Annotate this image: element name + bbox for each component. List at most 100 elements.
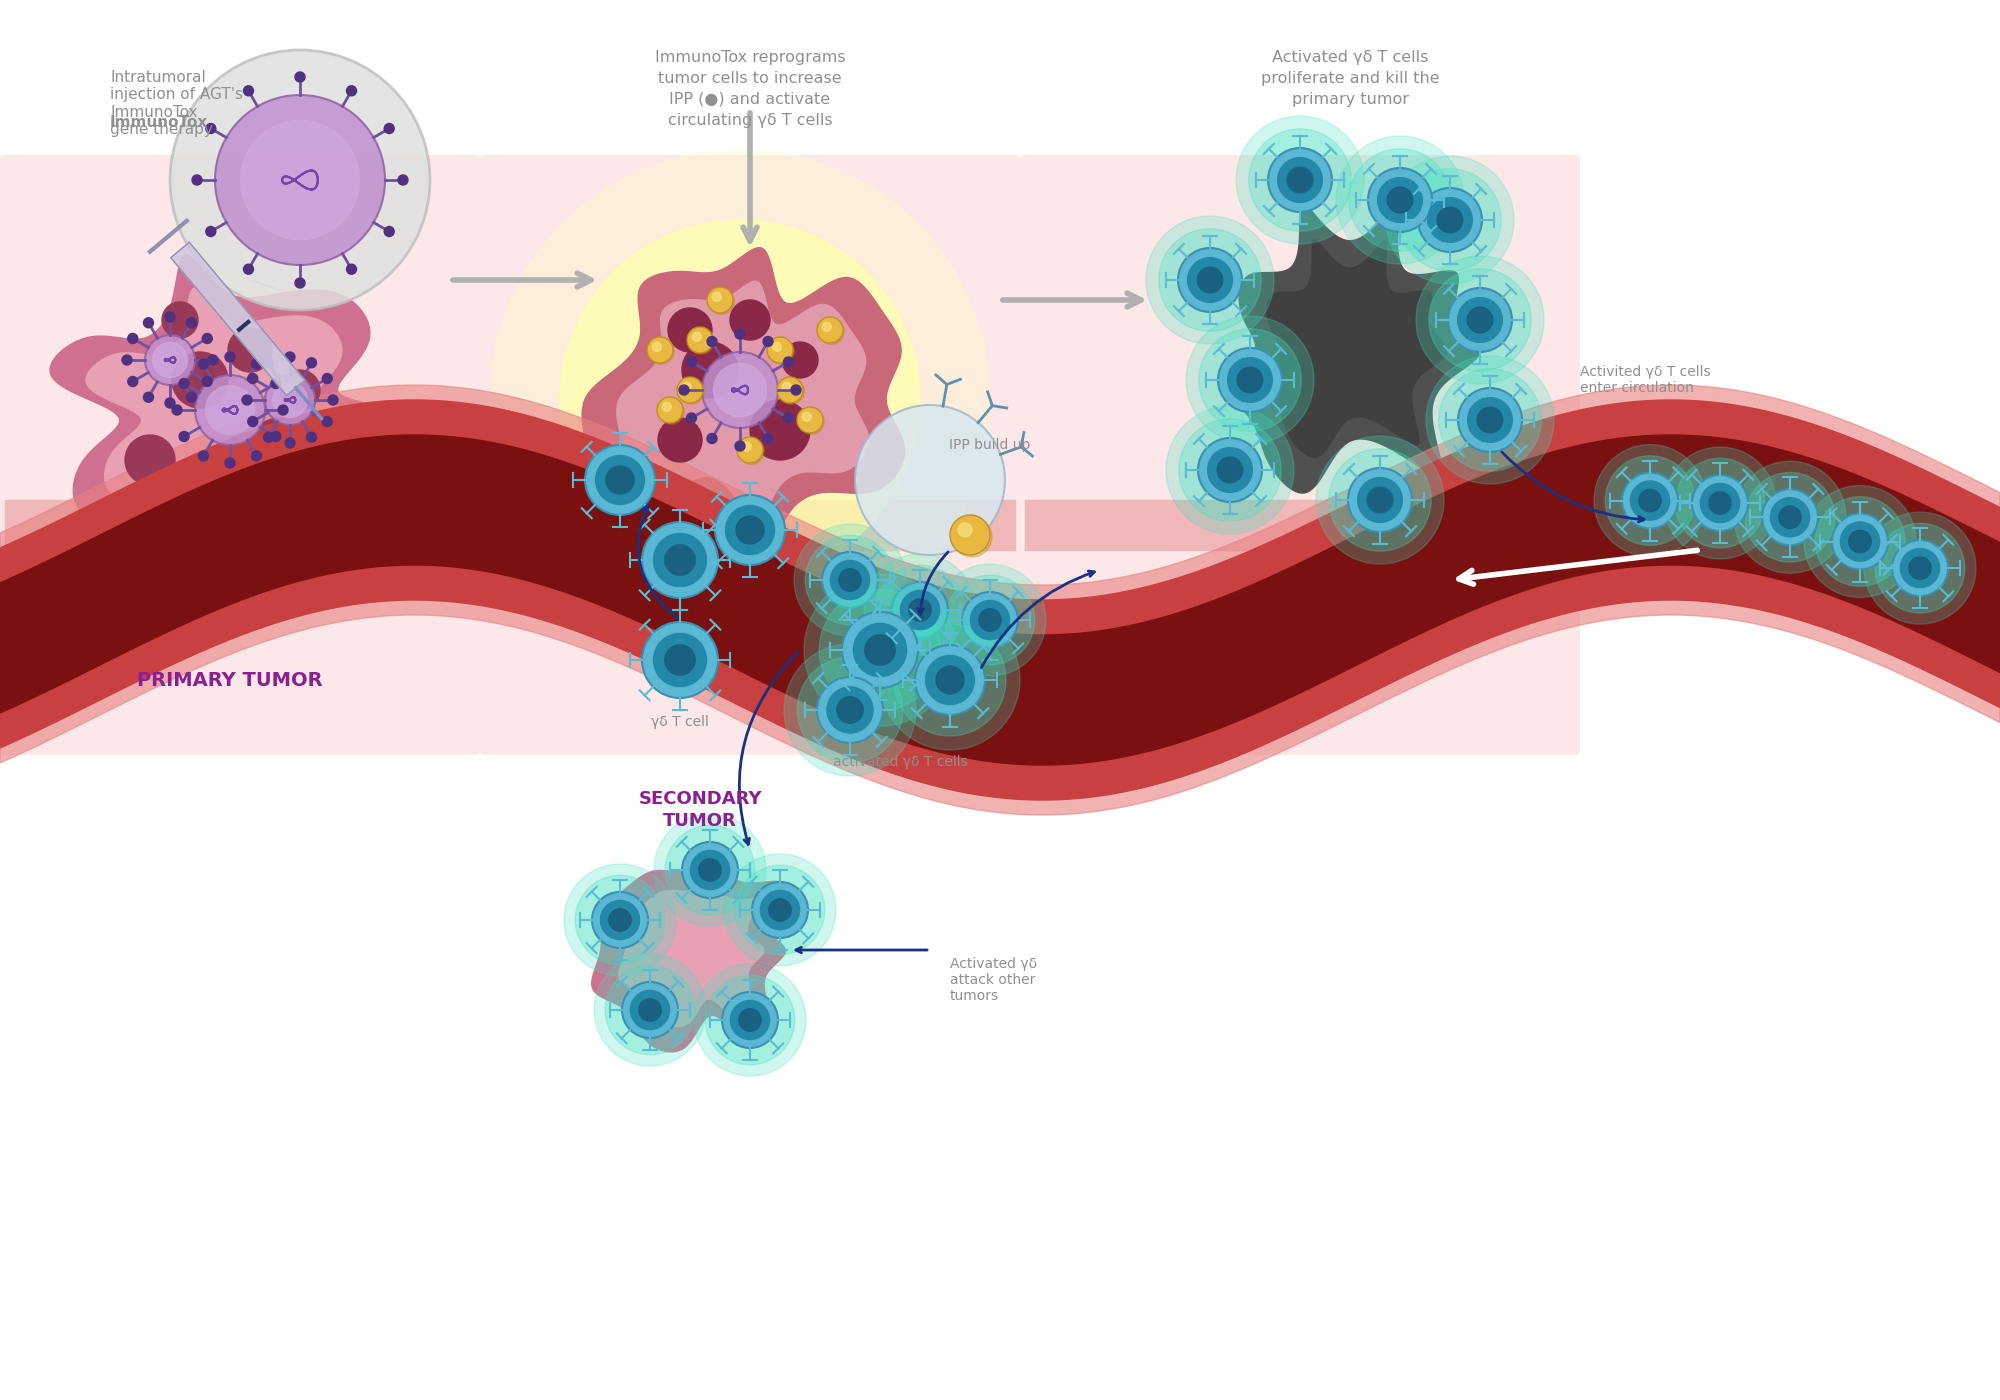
Circle shape	[782, 382, 792, 391]
Circle shape	[1228, 357, 1272, 402]
Circle shape	[1178, 419, 1282, 521]
Circle shape	[686, 413, 696, 423]
Circle shape	[322, 417, 332, 427]
Circle shape	[286, 351, 296, 363]
Circle shape	[682, 841, 738, 897]
Circle shape	[1664, 447, 1776, 559]
Circle shape	[654, 533, 706, 587]
Circle shape	[656, 398, 684, 423]
Circle shape	[322, 374, 332, 384]
Circle shape	[724, 854, 836, 966]
Circle shape	[798, 657, 902, 763]
Circle shape	[778, 378, 804, 405]
Circle shape	[1316, 435, 1444, 564]
Circle shape	[784, 413, 794, 423]
Circle shape	[270, 378, 280, 388]
Circle shape	[760, 890, 800, 930]
Circle shape	[782, 342, 818, 378]
Circle shape	[1638, 490, 1662, 512]
Circle shape	[654, 633, 706, 686]
Circle shape	[242, 395, 252, 405]
Circle shape	[752, 882, 808, 938]
Circle shape	[1468, 398, 1512, 442]
Circle shape	[630, 990, 670, 1029]
Circle shape	[564, 864, 676, 976]
Polygon shape	[1232, 203, 1480, 493]
Circle shape	[270, 431, 280, 441]
Circle shape	[694, 965, 806, 1077]
Circle shape	[708, 336, 716, 347]
Circle shape	[764, 336, 774, 347]
Circle shape	[856, 405, 1006, 554]
Circle shape	[252, 451, 262, 461]
Circle shape	[384, 227, 394, 237]
Circle shape	[144, 318, 154, 328]
Circle shape	[664, 545, 696, 575]
Circle shape	[144, 335, 196, 385]
Circle shape	[1198, 329, 1302, 431]
Circle shape	[1458, 298, 1502, 343]
Circle shape	[1478, 407, 1502, 433]
Circle shape	[152, 343, 188, 378]
Circle shape	[768, 337, 792, 363]
Circle shape	[952, 517, 992, 557]
Circle shape	[784, 357, 794, 367]
Circle shape	[264, 433, 274, 442]
Circle shape	[682, 342, 738, 398]
Text: activated γδ T cells: activated γδ T cells	[832, 755, 968, 769]
Circle shape	[916, 645, 984, 715]
Circle shape	[346, 265, 356, 274]
Circle shape	[296, 71, 304, 83]
Circle shape	[804, 574, 956, 727]
Circle shape	[1448, 288, 1512, 351]
Circle shape	[186, 318, 196, 328]
Circle shape	[708, 288, 734, 314]
Circle shape	[286, 438, 296, 448]
Circle shape	[1398, 169, 1502, 272]
Circle shape	[1630, 482, 1670, 521]
Polygon shape	[50, 255, 404, 605]
Text: Activated γδ T cells
proliferate and kill the
primary tumor: Activated γδ T cells proliferate and kil…	[1260, 50, 1440, 106]
Circle shape	[398, 175, 408, 185]
Circle shape	[208, 477, 252, 522]
Circle shape	[162, 302, 198, 337]
Circle shape	[722, 993, 778, 1049]
Circle shape	[596, 455, 644, 504]
Text: ImmunoTox reprograms
tumor cells to increase
IPP (●) and activate
circulating γδ: ImmunoTox reprograms tumor cells to incr…	[654, 50, 846, 127]
Circle shape	[818, 318, 844, 344]
Circle shape	[680, 385, 688, 395]
Circle shape	[838, 568, 862, 591]
Circle shape	[128, 377, 138, 386]
Circle shape	[306, 433, 316, 442]
Text: Activated γδ
attack other
tumors: Activated γδ attack other tumors	[950, 956, 1038, 1004]
Circle shape	[738, 1009, 762, 1032]
Circle shape	[818, 678, 884, 743]
Circle shape	[692, 332, 702, 342]
Circle shape	[1238, 367, 1262, 393]
Circle shape	[894, 624, 1006, 736]
Circle shape	[768, 339, 794, 364]
Circle shape	[180, 378, 190, 388]
Circle shape	[128, 333, 138, 343]
Circle shape	[738, 438, 764, 465]
Circle shape	[802, 412, 812, 421]
Circle shape	[1428, 197, 1472, 242]
Circle shape	[1426, 356, 1554, 484]
Circle shape	[876, 566, 964, 655]
Text: Activited γδ T cells
enter circulation: Activited γδ T cells enter circulation	[1580, 365, 1710, 395]
Circle shape	[1368, 168, 1432, 232]
Circle shape	[652, 342, 662, 351]
Circle shape	[1770, 497, 1810, 536]
FancyBboxPatch shape	[1020, 155, 1580, 755]
FancyBboxPatch shape	[480, 155, 1020, 755]
Circle shape	[1864, 512, 1976, 624]
Circle shape	[280, 370, 320, 410]
Circle shape	[170, 50, 430, 309]
Circle shape	[1876, 524, 1964, 613]
Circle shape	[1186, 316, 1314, 444]
Circle shape	[676, 377, 704, 403]
Circle shape	[818, 316, 844, 343]
Circle shape	[384, 123, 394, 133]
Circle shape	[708, 287, 732, 314]
Circle shape	[1368, 487, 1392, 512]
